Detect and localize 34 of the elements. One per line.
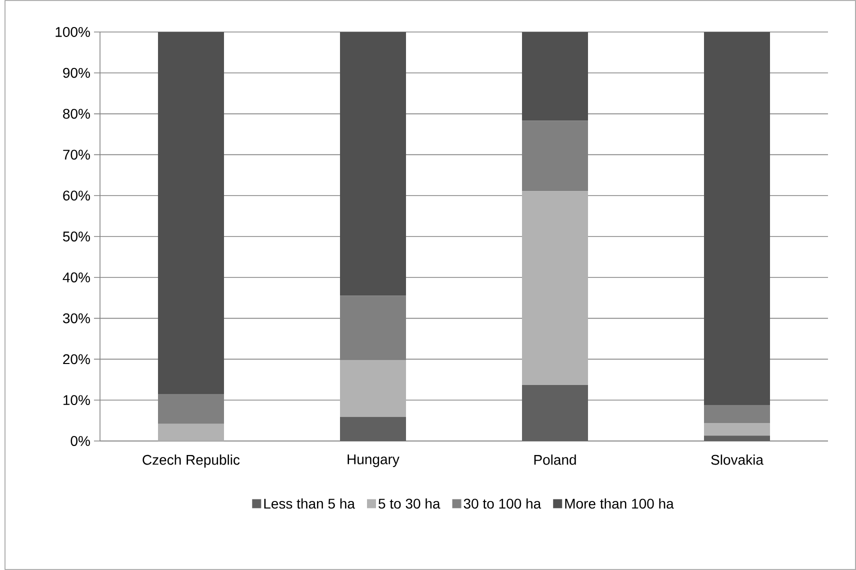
bar (522, 120, 588, 192)
bar (158, 394, 224, 424)
legend-label: More than 100 ha (565, 498, 674, 509)
y-tick-label: 60% (63, 190, 90, 201)
y-tick-label: 40% (62, 272, 90, 282)
bar (522, 32, 588, 121)
bar (704, 436, 770, 441)
bar (340, 32, 406, 296)
y-tick-label: 0% (70, 436, 90, 446)
bar (158, 32, 224, 394)
legend-label: Less than 5 ha (264, 498, 355, 509)
bar (704, 405, 770, 424)
legend-label: 30 to 100 ha (464, 498, 542, 509)
y-tick-label: 30% (62, 313, 90, 324)
legend-label: 5 to 30 ha (378, 498, 440, 509)
y-tick-label: 100% (56, 27, 90, 37)
bar (522, 191, 588, 385)
x-tick-label: Slovakia (711, 454, 764, 465)
y-tick-label: 90% (63, 68, 90, 78)
bar (158, 424, 224, 441)
bar (522, 384, 588, 441)
y-tick-label: 50% (63, 232, 90, 242)
x-tick-label: Hungary (348, 454, 400, 468)
bar (340, 296, 406, 360)
y-tick-label: 70% (63, 150, 90, 160)
bar (340, 360, 406, 417)
y-tick-label: 80% (63, 108, 90, 119)
x-tick-label: Czech Republic (142, 454, 240, 468)
y-tick-label: 10% (64, 395, 90, 406)
bar (340, 416, 406, 441)
bar (704, 32, 770, 406)
y-tick-label: 20% (63, 354, 90, 364)
x-tick-label: Poland (534, 454, 576, 465)
bar (704, 423, 770, 436)
